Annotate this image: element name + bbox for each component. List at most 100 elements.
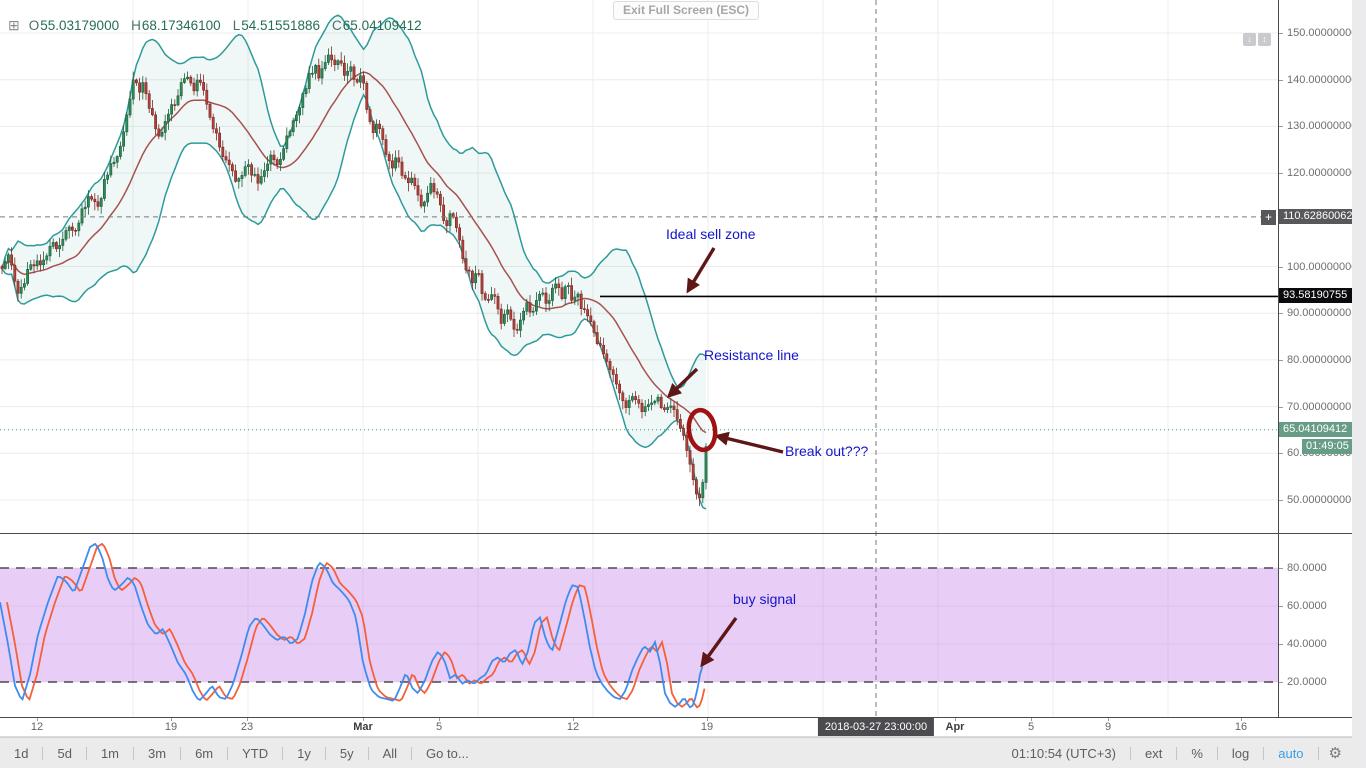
price-tick — [1279, 266, 1283, 268]
time-tickmark — [1241, 718, 1242, 721]
right-gutter — [1352, 0, 1366, 768]
time-axis-label: 16 — [1234, 721, 1248, 733]
crosshair-plus-icon[interactable]: + — [1261, 210, 1276, 225]
exit-fullscreen-tooltip: Exit Full Screen (ESC) — [612, 1, 760, 20]
time-axis-label: 9 — [1104, 721, 1112, 733]
stoch-axis-label: 60.0000 — [1287, 600, 1327, 612]
price-tick — [1279, 359, 1283, 361]
mode-button-ext[interactable]: ext — [1144, 745, 1163, 761]
time-tickmark — [171, 718, 172, 721]
time-tickmark — [363, 718, 364, 721]
price-axis-label: 120.00000000 — [1287, 167, 1358, 180]
time-axis-label: Apr — [945, 721, 965, 733]
toolbar-divider — [85, 746, 87, 760]
price-axis-label: 130.00000000 — [1287, 120, 1358, 133]
price-axis-label: 100.00000000 — [1287, 260, 1358, 273]
time-tickmark — [1108, 718, 1109, 721]
range-button-1y[interactable]: 1y — [297, 745, 311, 761]
bottom-toolbar: 1d 5d 1m 3m 6m YTD 1y 5y All Go to... 01:10:54 (UT… — [0, 737, 1352, 768]
clock-display[interactable]: 01:10:54 (UTC+3) — [1011, 745, 1116, 761]
toolbar-divider — [411, 746, 413, 760]
time-axis-label: 23 — [240, 721, 254, 733]
stoch-tick — [1279, 644, 1283, 645]
annotation-break-out[interactable]: Break out??? — [785, 443, 869, 459]
annotation-resistance-line[interactable]: Resistance line — [704, 347, 799, 363]
time-axis[interactable]: 12 19 23 Mar 5 12 19 Apr 5 9 16 2018-03-27 23:00:0… — [0, 718, 1352, 737]
toolbar-divider — [1216, 746, 1218, 760]
toolbar-divider — [1263, 746, 1265, 760]
range-button-1m[interactable]: 1m — [100, 745, 119, 761]
toolbar-divider — [1317, 746, 1319, 760]
open-label: O — [28, 18, 40, 33]
time-tickmark — [573, 718, 574, 721]
axis-left-border — [1278, 0, 1279, 717]
time-axis-label: 5 — [435, 721, 443, 733]
time-axis-label: 19 — [164, 721, 178, 733]
range-button-5y[interactable]: 5y — [339, 745, 354, 761]
toolbar-divider — [324, 746, 326, 760]
horizontal-line-price-badge: 93.58190755 — [1279, 288, 1352, 303]
price-tick — [1279, 33, 1283, 34]
price-tick — [1279, 453, 1283, 455]
toolbar-divider — [227, 746, 229, 760]
stoch-axis-label: 40.0000 — [1287, 638, 1327, 650]
mode-button-log[interactable]: log — [1231, 745, 1250, 761]
add-symbol-icon[interactable]: ⊞ — [8, 17, 20, 33]
price-axis-label: 150.00000000 — [1287, 27, 1358, 39]
goto-button[interactable]: Go to... — [426, 745, 469, 761]
toolbar-divider — [1129, 746, 1131, 760]
last-price-badge: 65.04109412 — [1279, 422, 1352, 437]
range-button-6m[interactable]: 6m — [195, 745, 214, 761]
close-value: 65.04109412 — [342, 18, 422, 33]
stoch-tick — [1279, 568, 1283, 569]
time-tickmark — [37, 718, 38, 721]
annotation-ideal-sell-zone[interactable]: Ideal sell zone — [666, 226, 756, 242]
time-tickmark — [1031, 718, 1032, 721]
annotation-buy-signal[interactable]: buy signal — [733, 591, 797, 607]
stoch-tick — [1279, 682, 1283, 683]
scroll-down-icon[interactable]: ↓ — [1243, 33, 1256, 46]
crosshair-date-badge: 2018-03-27 23:00:00 — [817, 718, 935, 736]
candle-countdown-badge: 01:49:05 — [1302, 439, 1352, 454]
toolbar-divider — [133, 746, 134, 760]
price-axis-label: 70.00000000 — [1287, 400, 1352, 413]
open-value: 55.03179000 — [40, 18, 120, 33]
mode-button-percent[interactable]: % — [1191, 745, 1203, 761]
chart-area[interactable]: ⊞ O 55.03179000 H 68.17346100 L 54.51551… — [0, 0, 1278, 717]
low-value: 54.51551886 — [241, 18, 321, 33]
time-tickmark — [707, 718, 708, 721]
range-button-ytd[interactable]: YTD — [242, 745, 269, 761]
pane-separator[interactable] — [0, 533, 1352, 534]
price-axis[interactable]: 150.00000000 140.00000000 130.00000000 120.… — [1279, 0, 1357, 737]
price-tick — [1279, 126, 1283, 128]
time-axis-label: 5 — [1027, 721, 1035, 733]
toolbar-divider — [180, 746, 182, 760]
stoch-axis-label: 80.0000 — [1287, 562, 1327, 574]
close-label: C — [332, 18, 342, 33]
price-tick — [1279, 406, 1283, 408]
settings-gear-icon[interactable]: ⚙ — [1328, 745, 1342, 762]
toolbar-divider — [42, 746, 44, 760]
range-button-5d[interactable]: 5d — [57, 745, 72, 761]
stoch-tick — [1279, 606, 1283, 607]
scroll-vertical-icon[interactable]: ↕ — [1258, 33, 1271, 46]
time-tickmark — [955, 718, 956, 721]
price-tick — [1279, 313, 1283, 315]
time-axis-label: 12 — [30, 721, 44, 733]
time-axis-label: Mar — [353, 721, 373, 733]
range-button-all[interactable]: All — [382, 745, 398, 761]
range-button-3m[interactable]: 3m — [148, 745, 167, 761]
price-axis-label: 80.00000000 — [1287, 353, 1352, 366]
crosshair-price-badge: 110.62860062 — [1279, 209, 1353, 224]
stoch-axis-label: 20.0000 — [1287, 676, 1327, 688]
high-value: 68.17346100 — [141, 18, 221, 33]
time-tickmark — [247, 718, 248, 721]
toolbar-divider — [282, 746, 284, 760]
mode-button-auto[interactable]: auto — [1278, 745, 1304, 761]
range-button-1d[interactable]: 1d — [14, 745, 29, 761]
price-chart-svg[interactable] — [0, 0, 1278, 717]
time-axis-label: 19 — [700, 721, 714, 733]
high-label: H — [131, 18, 141, 33]
price-tick — [1279, 173, 1283, 175]
